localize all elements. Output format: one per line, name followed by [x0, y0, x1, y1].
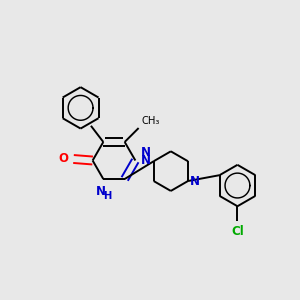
Text: N: N — [141, 146, 151, 158]
Text: N: N — [190, 175, 200, 188]
Text: O: O — [58, 152, 68, 166]
Text: Cl: Cl — [231, 225, 244, 238]
Text: H: H — [103, 191, 112, 201]
Text: N: N — [96, 185, 106, 199]
Text: N: N — [141, 154, 151, 167]
Text: CH₃: CH₃ — [141, 116, 160, 126]
